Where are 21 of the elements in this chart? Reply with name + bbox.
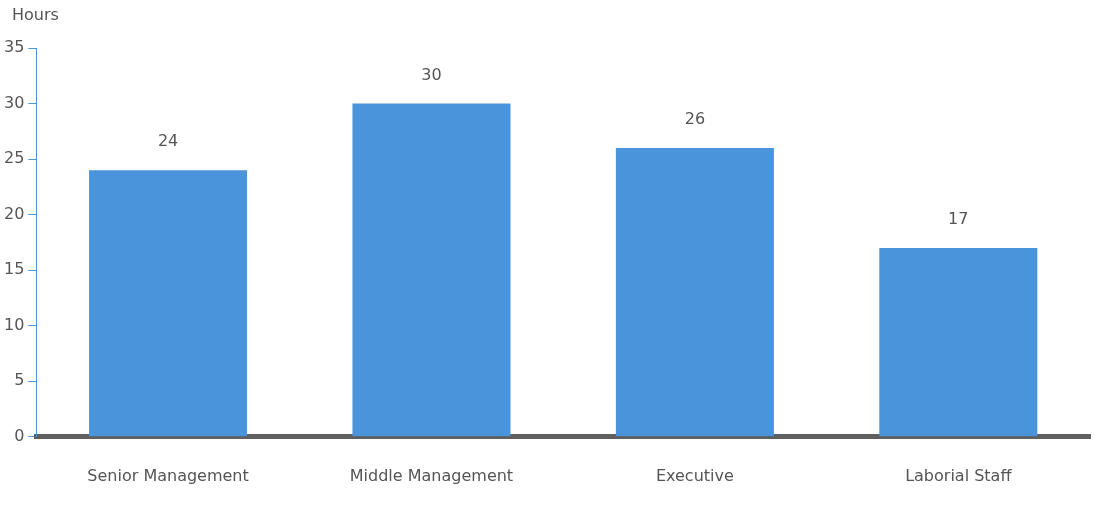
bar (89, 170, 248, 437)
y-tick-label: 20 (4, 203, 25, 223)
y-tick-label: 35 (4, 37, 25, 57)
data-label: 17 (948, 209, 969, 229)
data-label: 26 (684, 109, 706, 129)
y-axis-title: Hours (12, 5, 59, 25)
x-tick-label: Laborial Staff (905, 465, 1013, 485)
bar (879, 247, 1038, 437)
bar (615, 147, 774, 437)
y-tick-label: 10 (4, 314, 25, 334)
x-tick-label: Senior Management (87, 465, 249, 485)
data-label: 30 (421, 64, 442, 84)
y-tick-label: 5 (14, 370, 25, 390)
bar (352, 103, 511, 437)
x-tick-label: Middle Management (349, 465, 514, 485)
x-tick-label: Executive (655, 465, 734, 485)
y-tick-label: 30 (4, 92, 25, 112)
y-tick-label: 25 (4, 148, 25, 168)
y-tick-label: 15 (4, 259, 25, 279)
y-tick-label: 0 (14, 425, 25, 445)
data-label: 24 (157, 131, 179, 151)
